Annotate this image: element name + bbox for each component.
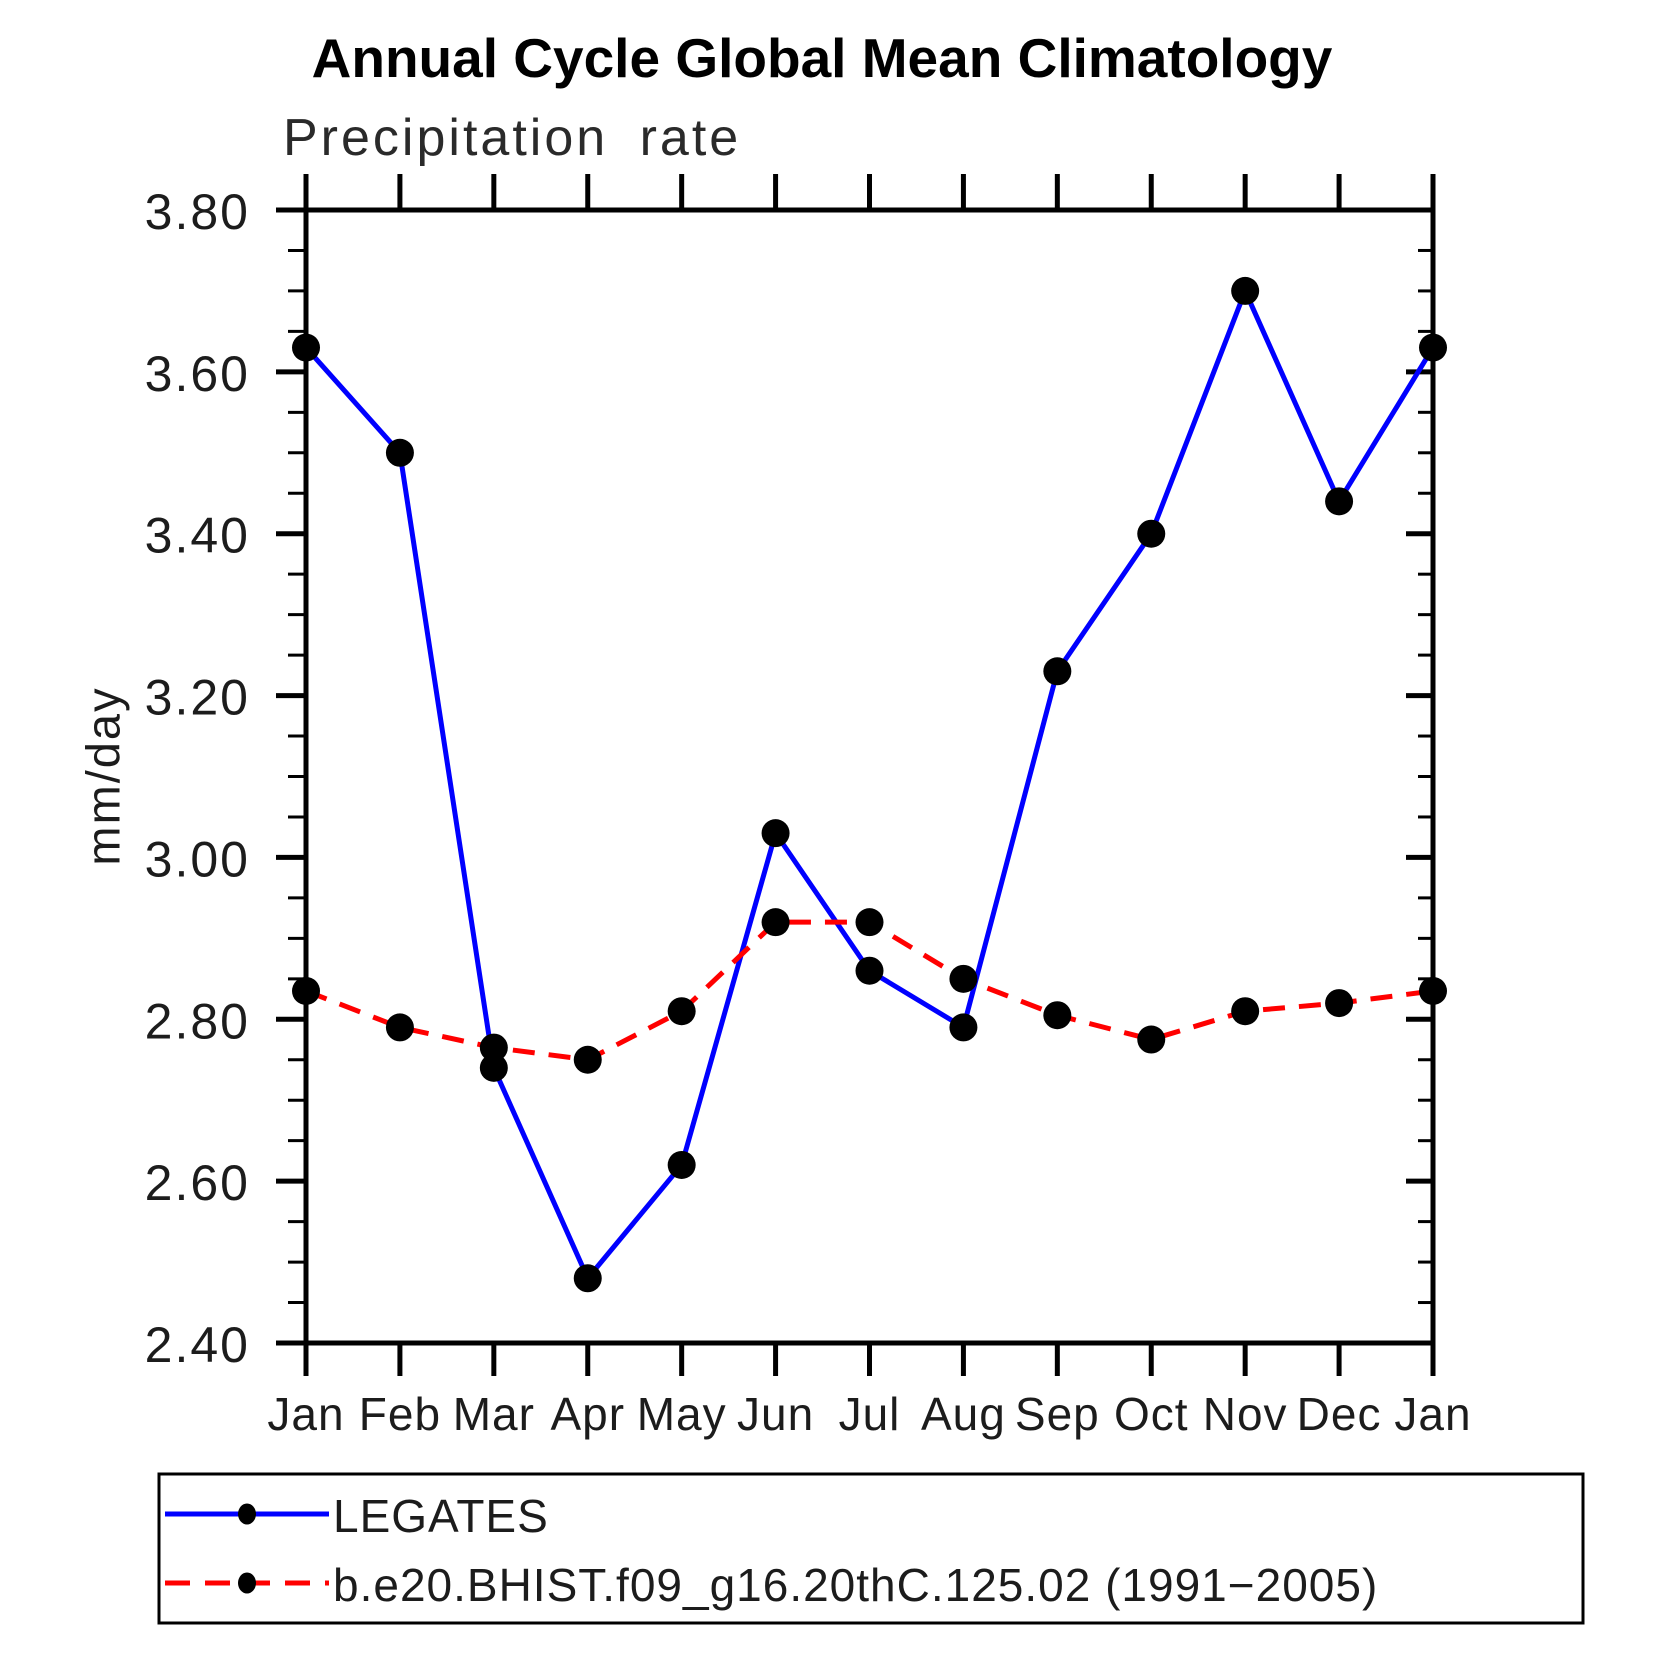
- data-point-marker: [292, 976, 320, 1005]
- data-point-marker: [855, 908, 884, 937]
- legend-marker: [238, 1572, 256, 1594]
- x-axis-tick-label: Jul: [839, 1388, 901, 1440]
- x-axis-tick-label: Feb: [359, 1388, 441, 1440]
- data-point-marker: [667, 1150, 696, 1179]
- data-point-marker: [479, 1053, 508, 1082]
- data-point-marker: [1419, 333, 1447, 362]
- x-axis-tick-label: Dec: [1297, 1388, 1382, 1440]
- y-axis-tick-label: 3.20: [145, 670, 250, 726]
- y-axis-tick-label: 2.60: [145, 1155, 250, 1211]
- data-point-marker: [1137, 519, 1166, 548]
- x-axis-tick-label: Oct: [1114, 1388, 1189, 1440]
- x-axis-tick-label: Aug: [921, 1388, 1006, 1440]
- data-point-marker: [573, 1045, 602, 1074]
- legend-box: [157, 1472, 1585, 1625]
- x-axis-tick-label: Sep: [1015, 1388, 1100, 1440]
- x-axis-tick-label: Jun: [737, 1388, 814, 1440]
- x-axis-tick-label: Mar: [453, 1388, 535, 1440]
- data-point-marker: [1325, 487, 1354, 516]
- data-point-marker: [1043, 657, 1072, 686]
- data-point-marker: [1231, 997, 1260, 1026]
- data-point-marker: [1137, 1025, 1166, 1054]
- chart-title: Annual Cycle Global Mean Climatology: [311, 27, 1333, 89]
- legend-label: b.e20.BHIST.f09_g16.20thC.125.02 (1991−2…: [333, 1559, 1378, 1611]
- legend-marker: [238, 1503, 256, 1525]
- x-axis-tick-label: Jan: [267, 1388, 344, 1440]
- y-axis-tick-label: 2.80: [145, 993, 250, 1049]
- data-point-marker: [385, 1013, 414, 1042]
- y-axis-tick-label: 3.40: [145, 508, 250, 564]
- data-point-marker: [479, 1033, 508, 1062]
- y-axis-tick-label: 3.60: [145, 346, 250, 402]
- data-point-marker: [855, 956, 884, 985]
- x-axis-tick-label: Jan: [1394, 1388, 1471, 1440]
- y-axis-tick-label: 3.80: [145, 184, 250, 240]
- data-point-marker: [949, 964, 978, 993]
- data-point-marker: [385, 438, 414, 467]
- y-axis-tick-label: 3.00: [145, 831, 250, 887]
- data-point-marker: [1419, 976, 1447, 1005]
- data-point-marker: [1043, 1001, 1072, 1030]
- x-axis-tick-label: Apr: [550, 1388, 625, 1440]
- data-point-marker: [667, 997, 696, 1026]
- data-point-marker: [761, 819, 790, 848]
- x-axis-tick-label: Nov: [1203, 1388, 1288, 1440]
- legend-label: LEGATES: [333, 1490, 549, 1542]
- chart-subtitle: Precipitation rate: [283, 109, 742, 167]
- data-point-marker: [1231, 276, 1260, 305]
- data-point-marker: [1325, 989, 1354, 1018]
- series-line-legates: [304, 288, 1436, 1281]
- data-point-marker: [573, 1264, 602, 1293]
- y-axis-tick-label: 2.40: [145, 1317, 250, 1373]
- data-point-marker: [292, 333, 320, 362]
- data-point-marker: [949, 1013, 978, 1042]
- x-axis-tick-label: May: [637, 1388, 727, 1440]
- plot-border: [303, 207, 1436, 1346]
- data-point-marker: [761, 908, 790, 937]
